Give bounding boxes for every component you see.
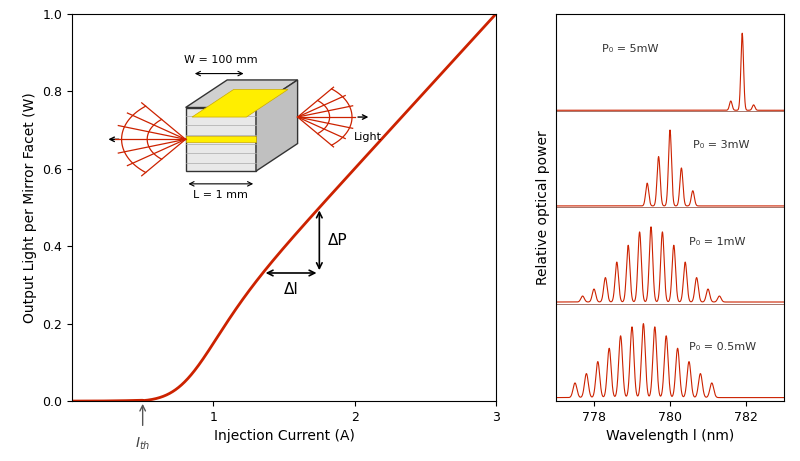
Y-axis label: Relative optical power: Relative optical power bbox=[537, 130, 550, 285]
Text: Light: Light bbox=[354, 132, 382, 142]
Text: $I_{th}$: $I_{th}$ bbox=[135, 436, 150, 452]
Text: ΔP: ΔP bbox=[328, 233, 347, 248]
Text: P₀ = 0.5mW: P₀ = 0.5mW bbox=[689, 342, 756, 352]
Y-axis label: Output Light per Mirror Facet (W): Output Light per Mirror Facet (W) bbox=[22, 92, 37, 323]
Polygon shape bbox=[256, 80, 298, 171]
Text: W = 100 mm: W = 100 mm bbox=[184, 55, 258, 65]
Text: P₀ = 5mW: P₀ = 5mW bbox=[602, 44, 658, 53]
X-axis label: Wavelength l (nm): Wavelength l (nm) bbox=[606, 429, 734, 443]
Polygon shape bbox=[186, 80, 298, 107]
Text: P₀ = 1mW: P₀ = 1mW bbox=[689, 237, 746, 247]
Polygon shape bbox=[186, 107, 256, 171]
Text: P₀ = 3mW: P₀ = 3mW bbox=[693, 141, 750, 150]
Text: ΔI: ΔI bbox=[284, 282, 298, 297]
Polygon shape bbox=[192, 89, 288, 117]
Polygon shape bbox=[186, 136, 256, 142]
X-axis label: Injection Current (A): Injection Current (A) bbox=[214, 429, 354, 443]
Text: L = 1 mm: L = 1 mm bbox=[194, 190, 248, 200]
